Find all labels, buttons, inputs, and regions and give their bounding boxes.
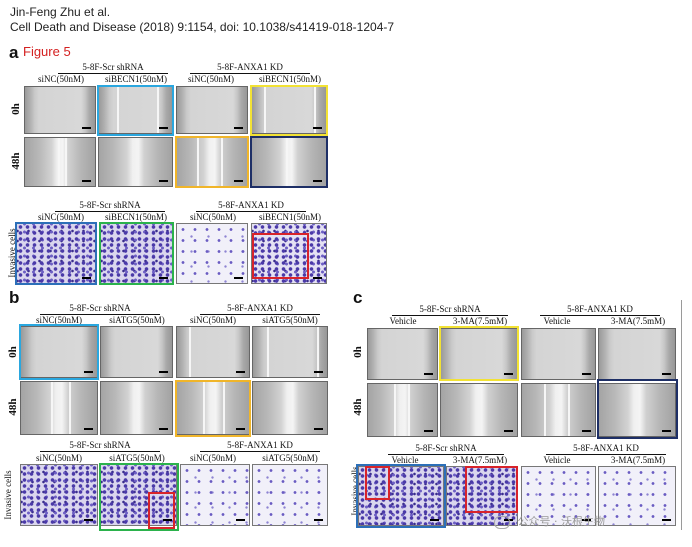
panel-a-inv-sub-2: siBECN1(50nM): [104, 212, 167, 222]
panel-b-scratch-0h-sinc-kd: [176, 326, 250, 378]
panel-b-inv-sub-4: siATG5(50nM): [262, 453, 318, 463]
panel-a-label: a: [9, 43, 19, 62]
panel-a-inv-header-kd: 5-8F-ANXA1 KD: [196, 200, 306, 212]
panel-c-row-0h: 0h: [352, 346, 364, 358]
panel-a-scratch-0h-sinc-scr: [24, 86, 96, 134]
citation-journal: Cell Death and Disease (2018) 9:1154, do…: [10, 20, 395, 34]
panel-b-scratch-0h-sinc-scr: [20, 326, 98, 378]
panel-c-invasion-vehicle-scr: [358, 466, 444, 526]
panel-b-row-48h: 48h: [7, 398, 19, 416]
wechat-icon: [494, 515, 510, 529]
panel-c-header-kd: 5-8F-ANXA1 KD: [540, 304, 660, 316]
panel-b-invasion-siatg5-scr: [100, 464, 177, 526]
panel-c-invasion-vehicle-kd: [521, 466, 596, 526]
panel-a-sub-4: siBECN1(50nM): [258, 74, 321, 84]
panel-b-inv-sub-1: siNC(50nM): [35, 453, 82, 463]
panel-b-sub-1: siNC(50nM): [35, 315, 82, 325]
panel-b-invasion-sinc-scr: [20, 464, 98, 526]
panel-c-scratch-48h-3ma-scr: [440, 383, 518, 437]
panel-b-invasion-siatg5-kd: [252, 464, 328, 526]
panel-a-header-kd: 5-8F-ANXA1 KD: [190, 62, 310, 74]
panel-a-scratch-48h-sibecn1-kd: [251, 137, 327, 187]
panel-b-scratch-48h-sinc-kd: [176, 381, 250, 435]
panel-c-sub-4: 3-MA(7.5mM): [610, 316, 666, 326]
panel-b-scratch-48h-sinc-scr: [20, 381, 98, 435]
panel-b-inv-header-scr: 5-8F-Scr shRNA: [40, 440, 160, 452]
panel-a-inv-sub-3: siNC(50nM): [189, 212, 236, 222]
panel-c-scratch-0h-3ma-scr: [440, 328, 518, 380]
panel-b-scratch-48h-siatg5-scr: [100, 381, 173, 435]
panel-a-scratch-48h-sibecn1-scr: [98, 137, 173, 187]
panel-a-scratch-48h-sinc-kd: [176, 137, 248, 187]
panel-c-inv-header-kd: 5-8F-ANXA1 KD: [546, 443, 666, 455]
panel-a-header-scr: 5-8F-Scr shRNA: [58, 62, 168, 74]
panel-c-sub-2: 3-MA(7.5mM): [452, 316, 508, 326]
panel-b-invasion-sinc-kd: [180, 464, 250, 526]
panel-b-inv-header-kd: 5-8F-ANXA1 KD: [200, 440, 320, 452]
panel-a-invasion-sinc-scr: [16, 223, 96, 284]
citation-author: Jin-Feng Zhu et al.: [10, 5, 111, 19]
panel-a-sub-1: siNC(50nM): [37, 74, 84, 84]
panel-a-inv-header-scr: 5-8F-Scr shRNA: [55, 200, 165, 212]
panel-b-scratch-48h-siatg5-kd: [252, 381, 328, 435]
panel-b-label: b: [9, 288, 20, 307]
panel-c-inv-sub-4: 3-MA(7.5mM): [610, 455, 666, 465]
panel-b-header-kd: 5-8F-ANXA1 KD: [200, 303, 320, 315]
panel-b-inv-sub-3: siNC(50nM): [189, 453, 236, 463]
panel-b-scratch-0h-siatg5-scr: [100, 326, 173, 378]
panel-c-sub-1: Vehicle: [389, 316, 417, 326]
panel-c-inv-header-scr: 5-8F-Scr shRNA: [388, 443, 504, 455]
panel-c-inv-sub-1: Vehicle: [391, 455, 419, 465]
panel-b-inv-row: Invasive cells: [3, 470, 13, 520]
panel-c-header-scr: 5-8F-Scr shRNA: [392, 304, 508, 316]
panel-a-scratch-48h-sinc-scr: [24, 137, 96, 187]
panel-c-inv-sub-3: Vehicle: [543, 455, 571, 465]
watermark-text: 公众号 · 沃根生物: [517, 515, 606, 528]
panel-a-row-48h: 48h: [10, 152, 22, 170]
panel-a-sub-2: siBECN1(50nM): [104, 74, 167, 84]
watermark: 公众号 · 沃根生物: [494, 513, 605, 529]
panel-b-scratch-0h-siatg5-kd: [252, 326, 328, 378]
panel-b-sub-2: siATG5(50nM): [109, 315, 165, 325]
panel-a-scratch-0h-sibecn1-scr: [98, 86, 173, 134]
panel-a-row-0h: 0h: [10, 103, 22, 115]
panel-c-inv-sub-2: 3-MA(7.5mM): [452, 455, 508, 465]
panel-b-header-scr: 5-8F-Scr shRNA: [40, 303, 160, 315]
panel-a-inv-sub-4: siBECN1(50nM): [258, 212, 321, 222]
panel-c-scratch-0h-vehicle-scr: [367, 328, 438, 380]
panel-c-invasion-3ma-kd: [598, 466, 676, 526]
panel-a-inv-sub-1: siNC(50nM): [37, 212, 84, 222]
panel-c-scratch-48h-vehicle-kd: [521, 383, 596, 437]
panel-c-scratch-0h-vehicle-kd: [521, 328, 596, 380]
panel-c-row-48h: 48h: [352, 398, 364, 416]
panel-b-sub-3: siNC(50nM): [189, 315, 236, 325]
panel-a-invasion-sibecn1-scr: [100, 223, 173, 284]
panel-c-sub-3: Vehicle: [543, 316, 571, 326]
panel-c-scratch-48h-vehicle-scr: [367, 383, 438, 437]
panel-a-invasion-sibecn1-kd: [251, 223, 327, 284]
panel-a-scratch-0h-sibecn1-kd: [251, 86, 327, 134]
panel-c-label: c: [353, 288, 363, 307]
panel-c-scratch-0h-3ma-kd: [598, 328, 676, 380]
panel-a-sub-3: siNC(50nM): [187, 74, 234, 84]
panel-b-row-0h: 0h: [7, 346, 19, 358]
panel-b-sub-4: siATG5(50nM): [262, 315, 318, 325]
panel-b-inv-sub-2: siATG5(50nM): [109, 453, 165, 463]
right-divider: [681, 300, 682, 530]
panel-c-invasion-3ma-scr: [446, 466, 518, 526]
panel-a-invasion-sinc-kd: [176, 223, 248, 284]
panel-a-scratch-0h-sinc-kd: [176, 86, 248, 134]
panel-c-scratch-48h-3ma-kd: [598, 383, 676, 437]
figure-title: Figure 5: [23, 44, 71, 59]
